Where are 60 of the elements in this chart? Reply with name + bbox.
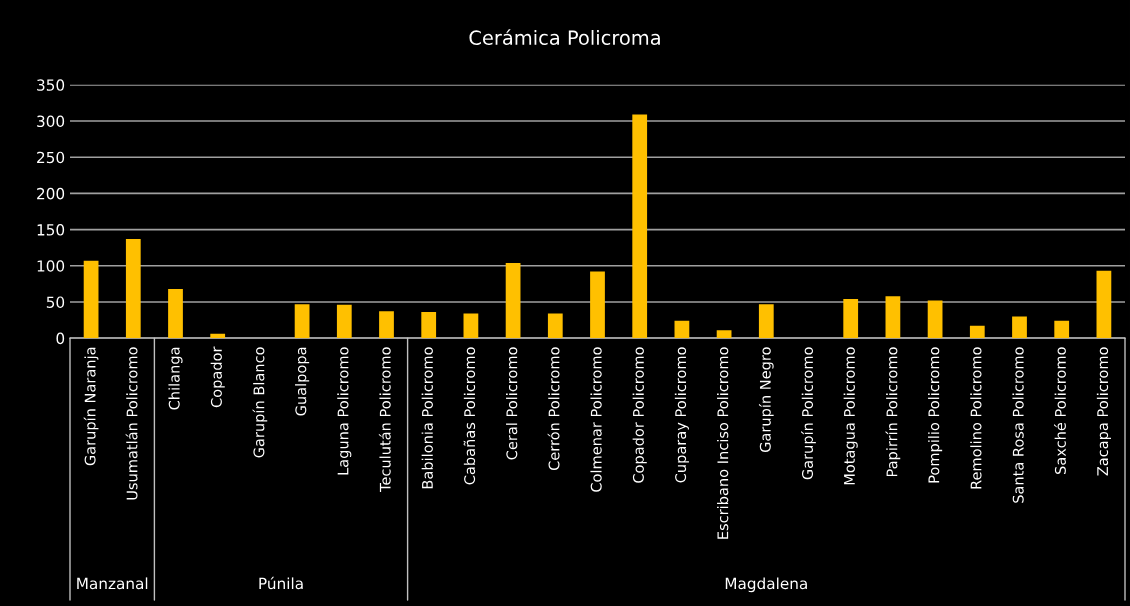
bar [716, 330, 732, 339]
x-tick-label: Chilanga [168, 347, 183, 410]
bar [210, 333, 226, 339]
y-tick-label: 100 [37, 260, 65, 272]
bar [927, 300, 943, 339]
y-tick-label: 250 [37, 151, 65, 164]
bar [758, 304, 774, 339]
x-tick-label: Zacapa Policromo [1096, 347, 1111, 476]
y-tick-label: 0 [56, 332, 65, 345]
bar [505, 262, 521, 339]
bar [125, 239, 141, 339]
x-tick-label: Garupín Policromo [801, 347, 816, 480]
y-tick-label: 300 [37, 115, 65, 128]
bar [421, 312, 437, 339]
text: Púnila [259, 576, 303, 590]
x-tick-label: Saxché Policromo [1054, 347, 1066, 474]
x-tick-label: Copador [210, 346, 225, 408]
x-tick-label: Escribano Inciso Policromo [717, 347, 729, 539]
bar [632, 114, 648, 339]
bar [463, 313, 479, 339]
x-tick-label: Garupín Blanco [252, 347, 268, 458]
y-tick-label: 50 [46, 296, 65, 308]
bar [379, 311, 394, 339]
x-tick-label: Teculután Policromo [378, 347, 391, 493]
x-tick-label: Santa Rosa Policromo [1012, 347, 1024, 503]
bar [547, 313, 563, 339]
x-tick-label: Garupín Naranja [83, 347, 99, 466]
bar [969, 325, 985, 339]
x-tick-label: Usumatlán Policromo [125, 347, 138, 500]
chart-title: Cerámica Policroma [469, 29, 660, 46]
y-tick-label: 200 [37, 187, 65, 200]
x-tick-label: Laguna Policromo [337, 347, 352, 475]
x-tick-label: Babilonia Policromo [421, 347, 433, 489]
x-tick-label: Garupín Negro [758, 347, 774, 453]
y-tick-label: 150 [37, 224, 65, 236]
bar [674, 320, 690, 339]
bar [843, 299, 859, 339]
x-tick-label: Remolino Policromo [970, 347, 982, 489]
bar [1054, 320, 1070, 339]
x-tick-label: Copador Policromo [632, 347, 647, 483]
bar [336, 304, 352, 339]
x-tick-label: Gualpopa [295, 347, 310, 416]
text: Manzanal [77, 577, 148, 590]
y-tick-label: 350 [37, 79, 65, 91]
bar [168, 288, 183, 339]
bar [83, 260, 99, 339]
x-tick-label: Cabañas Policromo [463, 347, 476, 485]
bar [1096, 270, 1112, 339]
text: Magdalena [725, 577, 807, 593]
bar [294, 304, 310, 339]
bar [1012, 316, 1027, 339]
x-tick-label: Ceral Policromo [506, 347, 518, 460]
x-tick-label: Papirrín Policromo [885, 347, 901, 477]
bar [885, 296, 901, 339]
x-tick-label: Motagua Policromo [843, 347, 858, 485]
x-tick-label: Cuparay Policromo [674, 347, 689, 483]
bar [590, 271, 605, 339]
x-tick-label: Colmenar Policromo [590, 347, 602, 492]
x-tick-label: Pompilio Policromo [928, 347, 943, 483]
x-tick-label: Cerrón Policromo [547, 347, 560, 471]
